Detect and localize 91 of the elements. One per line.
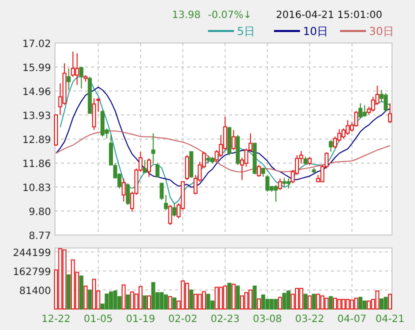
bar xyxy=(265,298,270,310)
candlestick xyxy=(70,51,75,78)
candlestick xyxy=(362,104,367,118)
candlestick xyxy=(92,98,96,131)
bar xyxy=(358,296,362,310)
y-tick-label: 14.96 xyxy=(22,86,51,98)
bar xyxy=(380,298,384,310)
candlestick xyxy=(384,92,388,112)
y-tick-label: 81400 xyxy=(19,286,51,297)
candlestick xyxy=(66,68,71,91)
bar xyxy=(79,276,84,310)
legend-label: 10日 xyxy=(303,25,328,38)
x-tick-label: 01-05 xyxy=(84,314,113,325)
candlestick xyxy=(172,202,176,218)
x-tick-label: 02-23 xyxy=(210,314,240,325)
bar xyxy=(274,298,278,310)
y-tick-label: 15.99 xyxy=(22,62,51,74)
y-tick-label: 8.77 xyxy=(28,231,51,242)
bar xyxy=(142,295,147,310)
candlestick xyxy=(265,174,270,192)
candlestick xyxy=(278,178,282,191)
bar xyxy=(126,294,130,310)
candlestick xyxy=(164,194,168,211)
bar xyxy=(172,298,176,310)
text: 13.98 xyxy=(172,10,201,21)
bar xyxy=(189,290,194,310)
candlestick xyxy=(328,140,333,152)
candlestick xyxy=(261,167,266,178)
bar xyxy=(286,290,291,310)
text: -0.07%↓ xyxy=(208,10,252,21)
x-tick-label: 01-19 xyxy=(126,314,156,325)
bar xyxy=(160,292,164,310)
x-tick-label: 12-22 xyxy=(41,314,71,325)
candlestick xyxy=(256,164,261,178)
candlestick xyxy=(100,110,105,138)
y-tick-label: 13.93 xyxy=(22,110,51,122)
candlestick xyxy=(346,120,350,136)
candlestick xyxy=(371,96,376,112)
bar xyxy=(151,282,156,310)
candlestick xyxy=(142,160,147,174)
bar xyxy=(270,298,274,310)
bar xyxy=(362,300,367,310)
legend-label: 30日 xyxy=(369,25,394,38)
bar xyxy=(227,282,232,310)
bar xyxy=(164,294,168,310)
candlestick xyxy=(232,130,236,151)
y-tick-label: 11.86 xyxy=(22,159,51,170)
bar xyxy=(328,296,333,310)
candlestick xyxy=(122,178,126,202)
bar xyxy=(252,286,257,310)
x-tick-label: 04-21 xyxy=(375,314,405,325)
bar xyxy=(303,294,308,310)
candlestick xyxy=(147,158,152,178)
bar xyxy=(66,274,71,310)
y-tick-label: 244199 xyxy=(12,248,51,259)
bar xyxy=(261,294,266,310)
text: 2016-04-21 15:01:00 xyxy=(276,10,382,21)
candlestick xyxy=(274,184,278,202)
y-tick-label: 9.80 xyxy=(28,207,51,218)
candlestick xyxy=(185,154,190,181)
bar xyxy=(384,296,388,310)
candlestick xyxy=(358,102,362,119)
candlestick xyxy=(160,182,164,201)
candlestick xyxy=(96,98,100,112)
bar xyxy=(312,294,316,310)
candlestick xyxy=(155,162,160,178)
x-tick-label: 02-02 xyxy=(168,314,198,325)
candlestick xyxy=(354,110,358,128)
y-tick-label: 17.02 xyxy=(22,39,51,50)
y-tick-label: 162799 xyxy=(12,266,51,278)
bar xyxy=(108,291,113,310)
bar xyxy=(113,290,118,310)
bar xyxy=(206,294,210,310)
bar xyxy=(282,292,286,310)
bar xyxy=(236,286,240,310)
bar xyxy=(88,290,92,310)
line-series xyxy=(56,130,390,172)
candlestick xyxy=(79,66,84,89)
x-tick-label: 03-08 xyxy=(252,314,282,325)
candlestick xyxy=(168,204,172,226)
bar xyxy=(104,294,109,310)
candlestick xyxy=(151,132,156,164)
x-tick-label: 03-22 xyxy=(295,314,324,325)
y-tick-label: 12.89 xyxy=(22,135,51,146)
legend-label: 5日 xyxy=(237,25,255,38)
y-tick-label: 10.83 xyxy=(22,183,51,194)
candlestick xyxy=(333,136,338,149)
candlestick xyxy=(126,182,130,206)
candlestick xyxy=(75,52,80,86)
candlestick xyxy=(286,178,291,189)
x-tick-label: 04-07 xyxy=(337,314,366,325)
